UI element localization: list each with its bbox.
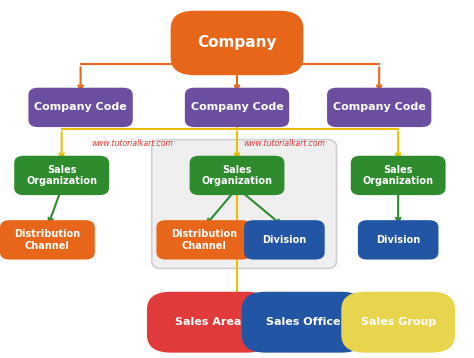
Text: Company Code: Company Code: [34, 102, 127, 112]
Text: Sales
Organization: Sales Organization: [363, 165, 434, 186]
FancyBboxPatch shape: [244, 220, 325, 260]
FancyBboxPatch shape: [0, 220, 95, 260]
Text: Sales
Organization: Sales Organization: [201, 165, 273, 186]
Text: Sales Office: Sales Office: [266, 317, 341, 327]
Text: Distribution
Channel: Distribution Channel: [14, 229, 81, 251]
Text: Sales
Organization: Sales Organization: [26, 165, 97, 186]
FancyBboxPatch shape: [327, 88, 431, 127]
Text: Company: Company: [197, 35, 277, 50]
FancyBboxPatch shape: [14, 156, 109, 195]
Text: Division: Division: [262, 235, 307, 245]
FancyBboxPatch shape: [351, 156, 446, 195]
FancyBboxPatch shape: [28, 88, 133, 127]
Text: www.tutorialkart.com: www.tutorialkart.com: [92, 139, 173, 148]
Text: Division: Division: [376, 235, 420, 245]
FancyBboxPatch shape: [152, 140, 337, 268]
FancyBboxPatch shape: [358, 220, 438, 260]
FancyBboxPatch shape: [156, 220, 251, 260]
FancyBboxPatch shape: [147, 292, 270, 353]
Text: Sales Group: Sales Group: [361, 317, 436, 327]
Text: Company Code: Company Code: [191, 102, 283, 112]
Text: Sales Area: Sales Area: [175, 317, 242, 327]
FancyBboxPatch shape: [190, 156, 284, 195]
Text: Distribution
Channel: Distribution Channel: [171, 229, 237, 251]
FancyBboxPatch shape: [171, 11, 303, 75]
FancyBboxPatch shape: [341, 292, 455, 353]
FancyBboxPatch shape: [242, 292, 365, 353]
FancyBboxPatch shape: [185, 88, 289, 127]
Text: Company Code: Company Code: [333, 102, 426, 112]
Text: www.tutorialkart.com: www.tutorialkart.com: [244, 139, 325, 148]
